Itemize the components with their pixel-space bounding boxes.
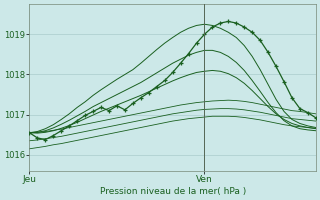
X-axis label: Pression niveau de la mer( hPa ): Pression niveau de la mer( hPa ) (100, 187, 246, 196)
